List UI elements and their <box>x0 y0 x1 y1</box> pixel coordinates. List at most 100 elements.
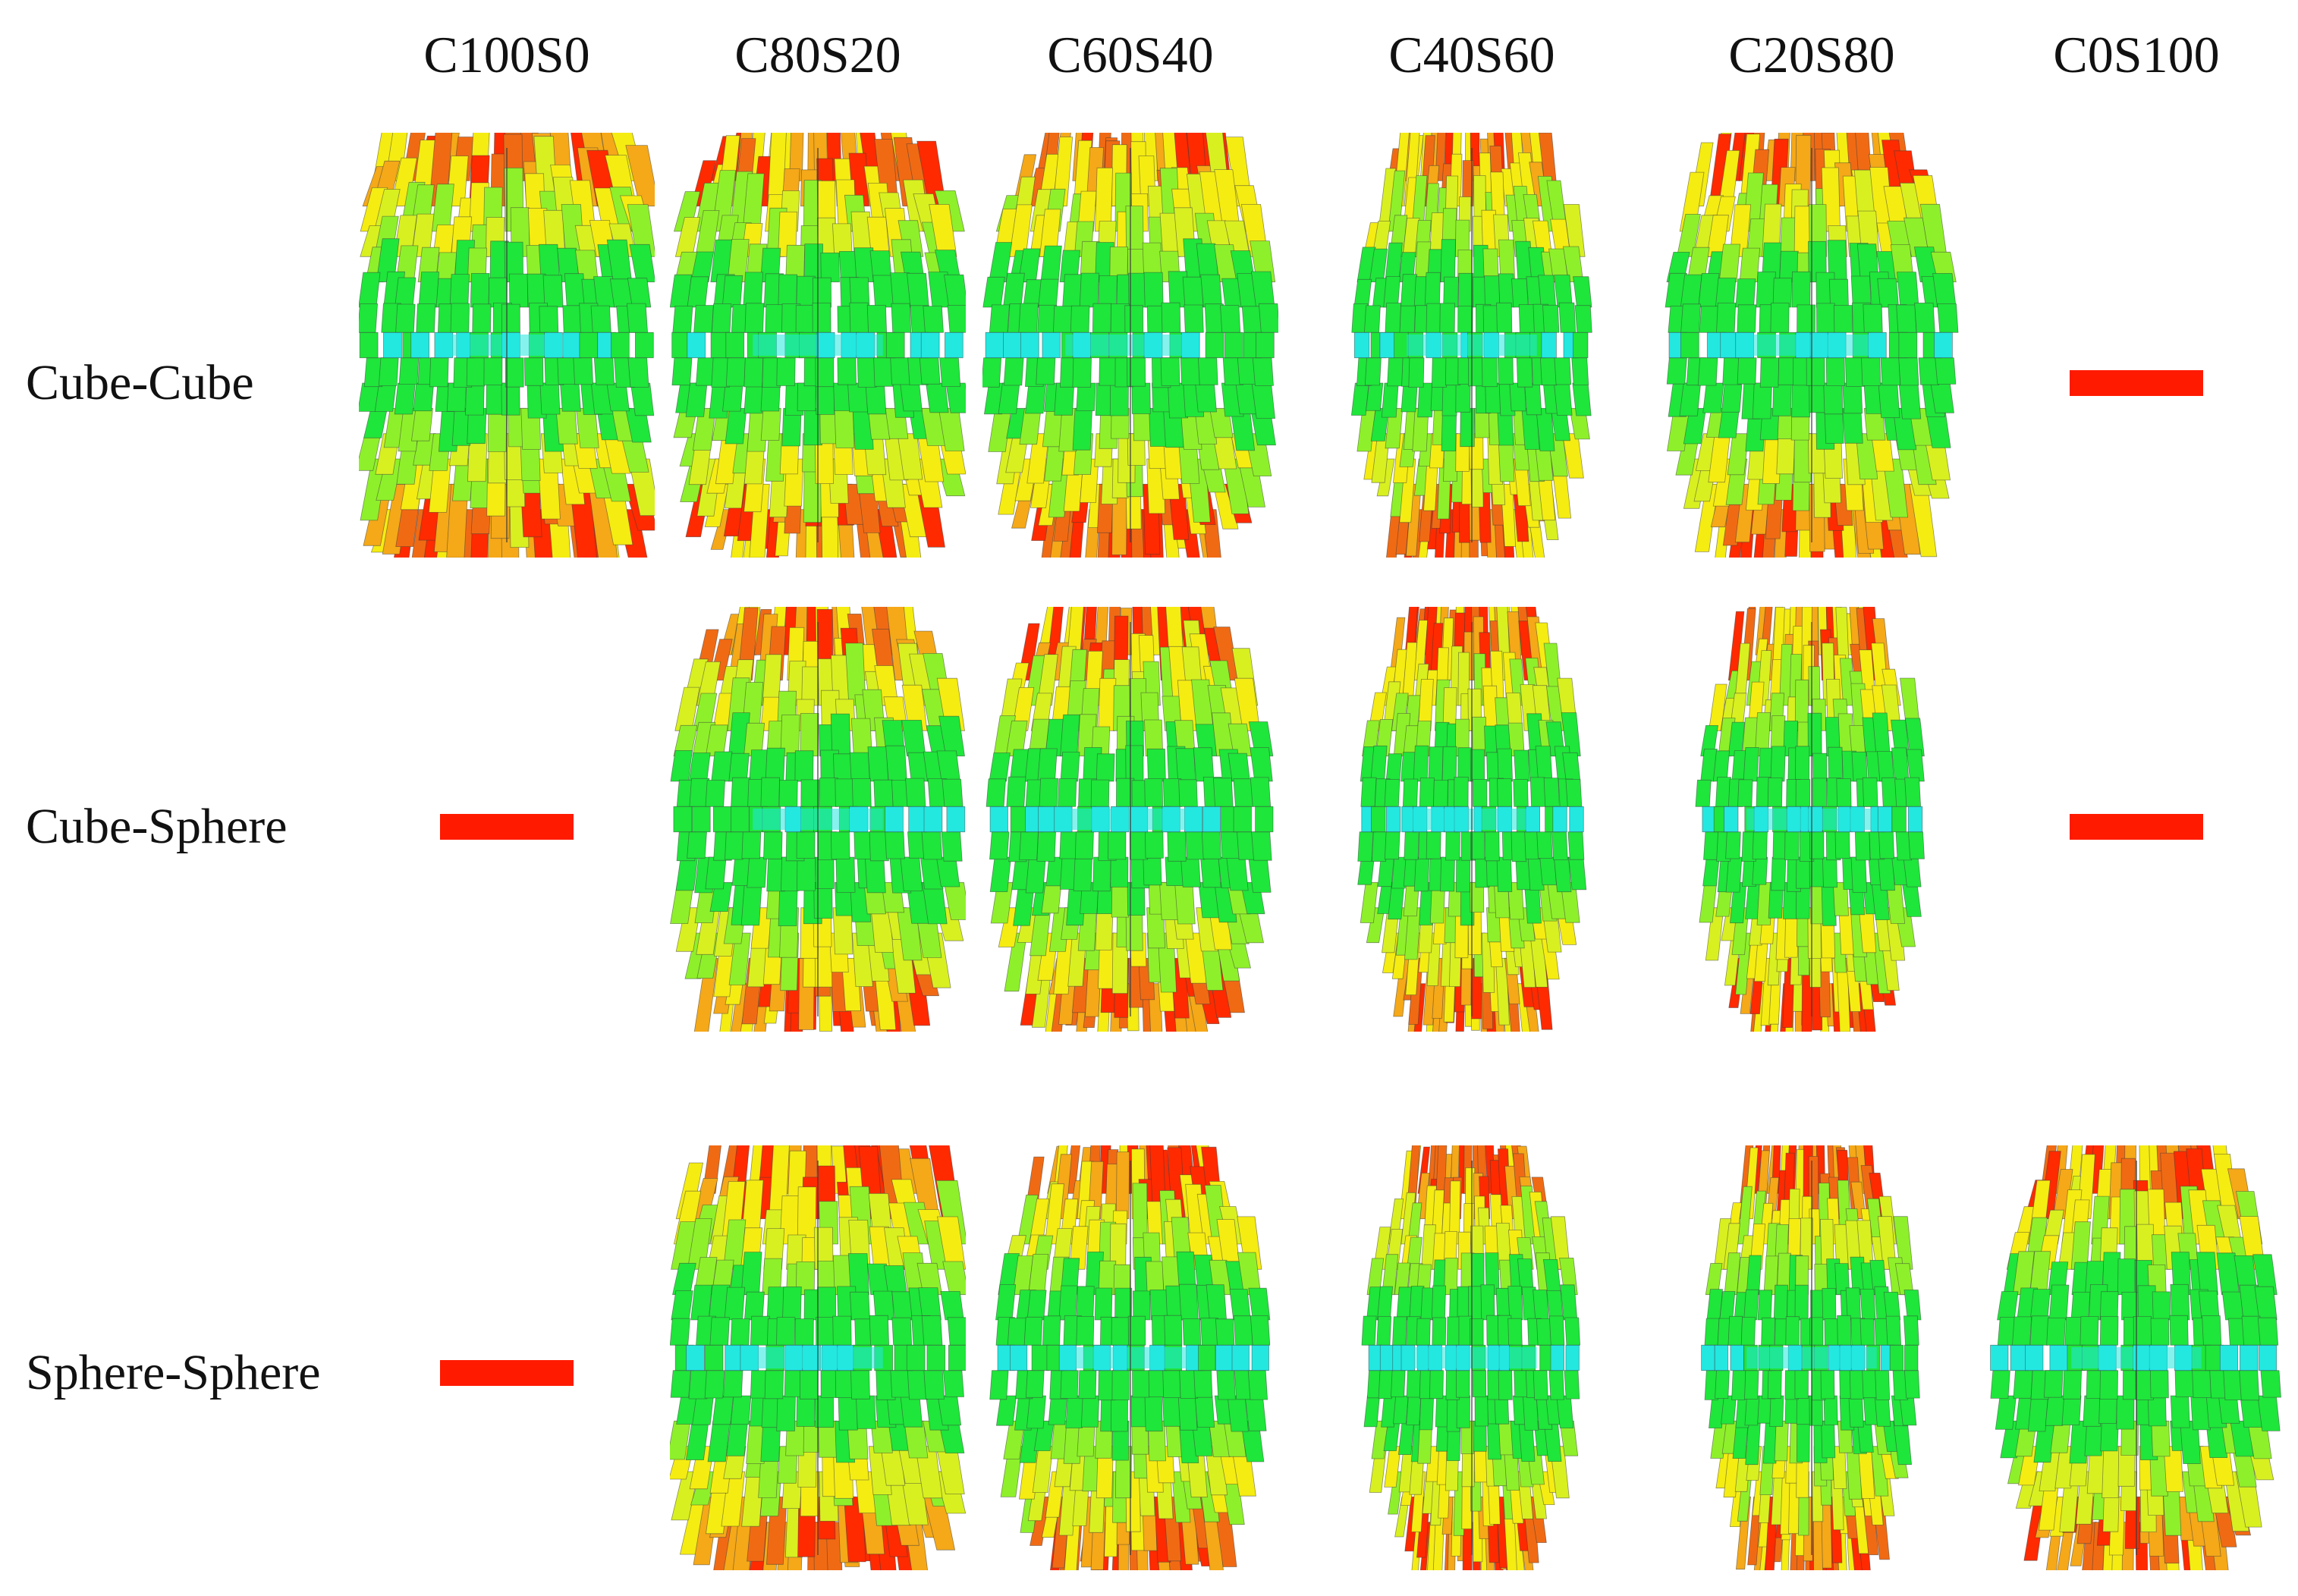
block-segment <box>671 1290 693 1321</box>
block-segment <box>1496 856 1513 893</box>
block-segment <box>982 357 1002 388</box>
block-segment <box>1823 1395 1838 1425</box>
block-segment <box>687 276 709 308</box>
block-segment <box>1511 831 1527 862</box>
block-segment <box>948 1344 966 1371</box>
block-segment <box>947 305 966 333</box>
block-segment <box>1357 831 1374 862</box>
block-segment <box>1175 748 1196 782</box>
block-segment <box>883 1265 907 1296</box>
block-segment <box>1772 382 1792 416</box>
block-segment <box>1898 357 1919 386</box>
block-segment <box>1180 357 1201 385</box>
block-segment <box>2239 1344 2259 1371</box>
block-segment <box>1062 274 1083 308</box>
block-segment <box>1020 331 1039 359</box>
block-segment <box>1815 303 1835 333</box>
block-segment <box>849 1291 870 1321</box>
block-segment <box>1744 1395 1760 1426</box>
block-segment <box>1003 331 1022 359</box>
block-segment <box>989 806 1008 833</box>
block-segment <box>413 382 435 412</box>
block-segment <box>907 272 929 308</box>
block-segment <box>1007 1318 1026 1346</box>
block-segment <box>1419 1395 1435 1431</box>
block-segment <box>1251 1344 1269 1371</box>
block-segment <box>1854 831 1871 861</box>
block-segment <box>1850 856 1868 893</box>
block-segment <box>1462 160 1474 207</box>
block-segment <box>1073 856 1093 891</box>
block-segment <box>395 303 416 333</box>
block-segment <box>1227 1395 1249 1432</box>
block-segment <box>830 713 851 757</box>
block-segment <box>1743 1289 1759 1321</box>
block-segment <box>1522 1395 1539 1431</box>
block-segment <box>1177 1395 1198 1431</box>
block-segment <box>629 243 655 283</box>
block-segment <box>926 382 949 413</box>
block-segment <box>1228 752 1250 782</box>
block-segment <box>765 747 785 782</box>
block-segment <box>378 357 399 386</box>
block-segment <box>1184 304 1204 333</box>
block-segment <box>523 357 544 386</box>
block-segment <box>820 252 840 283</box>
block-segment <box>1543 778 1560 807</box>
block-segment <box>1363 1395 1380 1428</box>
block-segment <box>1443 276 1459 308</box>
block-segment <box>1904 777 1922 807</box>
block-segment <box>1404 831 1419 860</box>
block-segment <box>835 778 854 807</box>
block-segment <box>1433 779 1448 807</box>
particle-shape-sphere-sphere-c20s80 <box>1664 1145 1960 1570</box>
block-segment <box>837 357 857 385</box>
block-segment <box>627 357 649 388</box>
block-segment <box>1467 1286 1482 1321</box>
block-segment <box>995 1395 1017 1426</box>
block-segment <box>1039 778 1059 807</box>
block-segment <box>2029 1289 2051 1321</box>
block-segment <box>1795 746 1810 782</box>
block-segment <box>1740 1317 1756 1346</box>
block-segment <box>1099 357 1118 386</box>
block-segment <box>1124 305 1144 333</box>
block-segment <box>2099 1370 2119 1400</box>
block-segment <box>929 204 957 257</box>
block-segment <box>1772 278 1793 308</box>
block-segment <box>1898 382 1922 419</box>
block-segment <box>2219 1344 2239 1371</box>
block-segment <box>1484 831 1500 862</box>
block-segment <box>1497 357 1514 385</box>
block-segment <box>1144 831 1164 859</box>
block-segment <box>1472 1370 1487 1398</box>
block-segment <box>1162 1370 1181 1398</box>
radial-block-shape <box>670 133 966 558</box>
block-segment <box>1065 1395 1085 1428</box>
block-segment <box>2174 1370 2194 1397</box>
block-segment <box>921 1315 943 1346</box>
block-segment <box>1820 1370 1835 1400</box>
radial-block-shape <box>982 133 1278 558</box>
block-segment <box>1730 1344 1744 1371</box>
block-segment <box>1394 331 1410 359</box>
block-segment <box>1132 1290 1151 1321</box>
block-segment <box>1767 1370 1782 1400</box>
block-segment <box>1110 856 1129 888</box>
no-result-marker-cube-sphere-c0s100 <box>2070 814 2203 840</box>
block-segment <box>1935 357 1957 385</box>
block-segment <box>1695 779 1712 807</box>
block-segment <box>1038 806 1057 833</box>
radial-block-shape <box>1990 1145 2281 1570</box>
block-segment <box>864 856 886 894</box>
block-segment <box>450 303 470 333</box>
block-segment <box>1231 1344 1250 1371</box>
block-segment <box>1842 382 1863 414</box>
block-segment <box>1832 881 1849 916</box>
block-segment <box>1115 778 1135 807</box>
block-segment <box>763 831 783 859</box>
block-segment <box>1424 272 1441 308</box>
block-segment <box>1025 856 1046 894</box>
block-segment <box>947 1317 966 1346</box>
block-segment <box>2192 1370 2212 1398</box>
